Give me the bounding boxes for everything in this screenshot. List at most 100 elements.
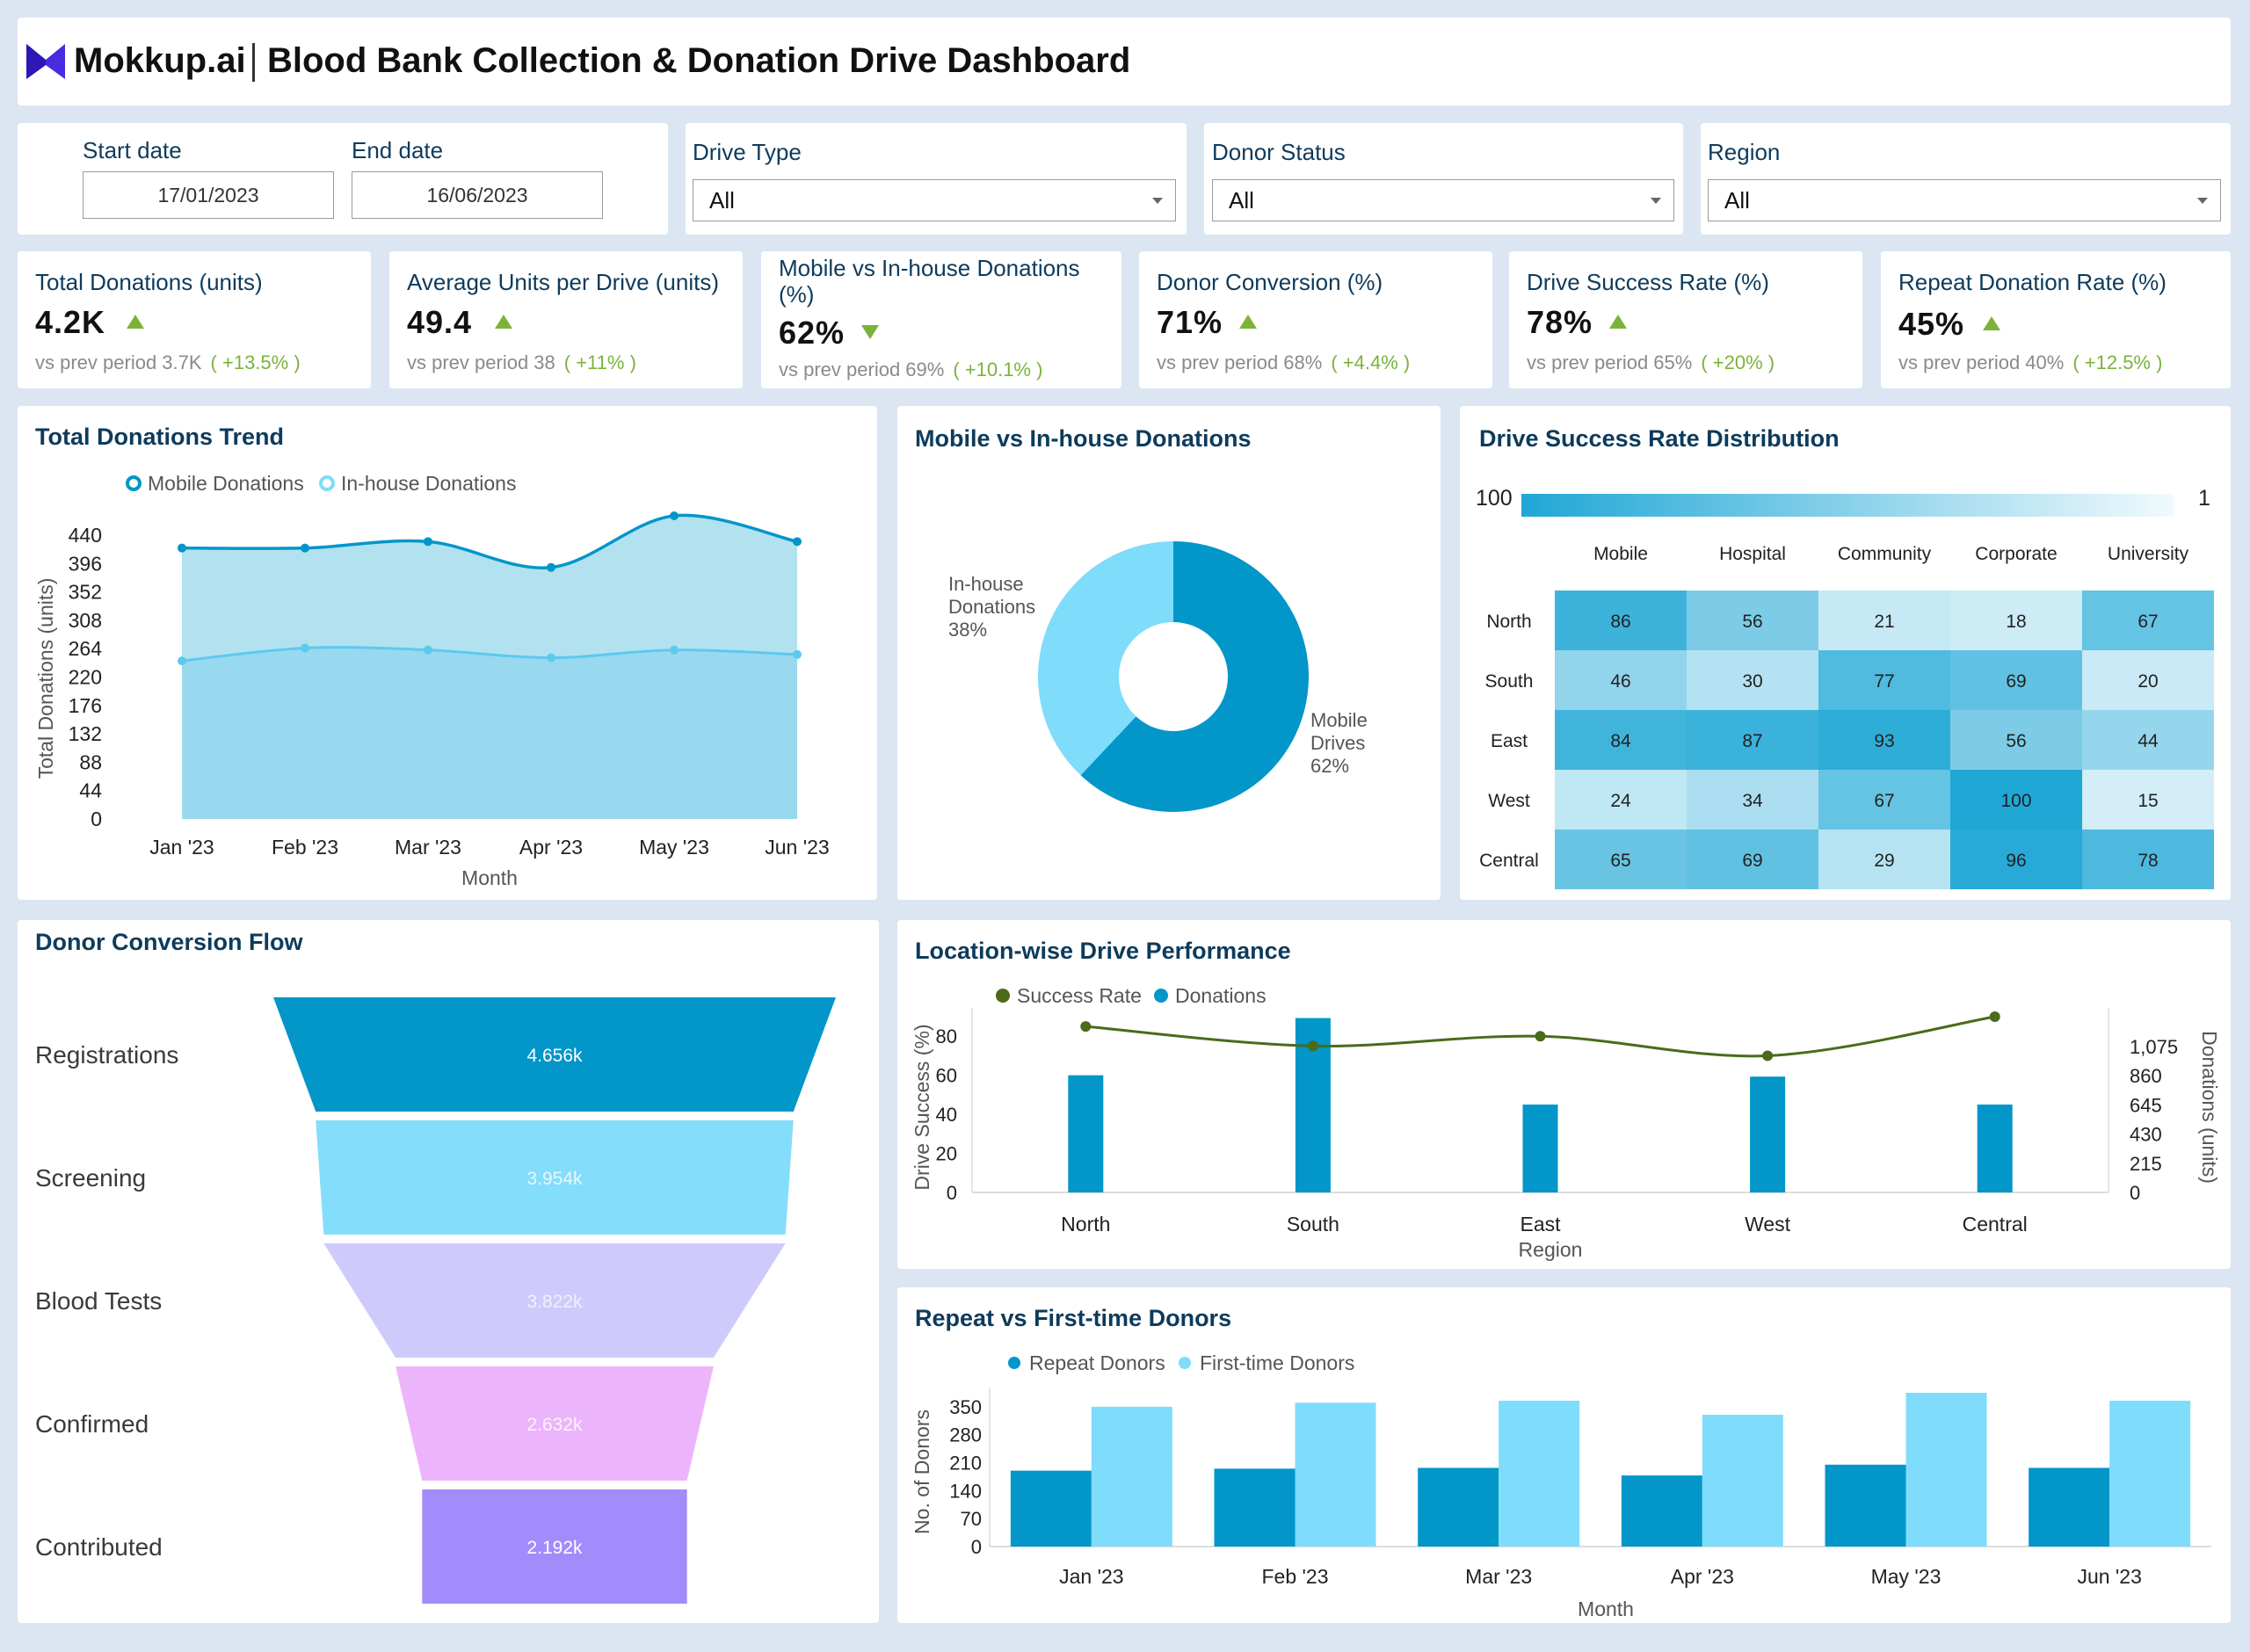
- kpi-change: ( +4.4% ): [1331, 351, 1411, 373]
- heatmap-cell: [1555, 650, 1687, 710]
- heatmap-cell: [2082, 650, 2214, 710]
- kpi-drive-success-rate: Drive Success Rate (%) 78% vs prev perio…: [1509, 251, 1862, 388]
- heatmap-card: Drive Success Rate Distribution 100 1 Mo…: [1460, 406, 2231, 900]
- drive-type-dropdown[interactable]: All: [693, 179, 1176, 221]
- heatmap-cell: [2082, 710, 2214, 770]
- heatmap-cell: [1950, 650, 2082, 710]
- heatmap-cell-value: 24: [1610, 791, 1631, 811]
- color-scale-bar: [1521, 494, 2174, 517]
- legend-marker-firsttime: [1179, 1357, 1191, 1369]
- mobile-point-3: [547, 562, 555, 572]
- repeat-ylabel: No. of Donors: [911, 1409, 933, 1534]
- repeat-xtick: Feb '23: [1262, 1565, 1329, 1588]
- donut-slice-1: [1038, 541, 1173, 776]
- trend-chart: Mobile Donations In-house Donations 4403…: [34, 472, 830, 889]
- donation-bar: [1522, 1105, 1558, 1192]
- funnel-stage-1: [316, 1120, 794, 1235]
- kpi-label: Average Units per Drive (units): [407, 269, 719, 295]
- repeat-chart: Repeat Donors First-time Donors 350 280 21…: [911, 1351, 2211, 1620]
- kpi-change: ( +10.1% ): [953, 359, 1043, 380]
- location-ytick-left: 60: [936, 1065, 957, 1087]
- legend-label-success: Success Rate: [1017, 984, 1142, 1007]
- region-filter-card: Region All: [1701, 123, 2231, 235]
- firsttime-donor-bar: [1295, 1402, 1376, 1547]
- kpi-repeat-donation-rate: Repeat Donation Rate (%) 45% vs prev per…: [1881, 251, 2231, 388]
- location-ytick-left: 80: [936, 1025, 957, 1047]
- scale-min-label: 1: [2198, 486, 2210, 511]
- heatmap-cell: [1818, 770, 1950, 830]
- heatmap-row-label: West: [1488, 791, 1530, 811]
- heatmap-row-label: North: [1486, 612, 1531, 632]
- header-bar: Mokkup.ai Blood Bank Collection & Donati…: [18, 18, 2231, 105]
- location-xtick: North: [1061, 1213, 1110, 1235]
- repeat-donor-bar: [1825, 1464, 1906, 1547]
- inhouse-point-1: [301, 643, 309, 653]
- repeat-xtick: May '23: [1871, 1565, 1942, 1588]
- donation-bar: [1068, 1075, 1104, 1192]
- location-ytick-right: 860: [2130, 1065, 2162, 1087]
- heatmap-cell-value: 18: [2006, 612, 2026, 632]
- trend-ytick: 44: [79, 779, 102, 802]
- location-xtick: Central: [1963, 1213, 2028, 1235]
- heatmap-cell: [1687, 830, 1818, 889]
- mokkup-logo-icon: [26, 44, 65, 79]
- kpi-value: 49.4: [407, 304, 473, 340]
- funnel-value-label: 3.954k: [526, 1169, 583, 1189]
- success-rate-point: [1307, 1040, 1318, 1052]
- repeat-donor-bar: [1214, 1468, 1296, 1547]
- kpi-change: ( +20% ): [1701, 351, 1775, 373]
- heatmap-cell-value: 21: [1874, 612, 1894, 632]
- donut-title: Mobile vs In-house Donations: [915, 425, 1252, 452]
- trend-ytick: 440: [69, 524, 102, 547]
- mobile-line: [181, 513, 798, 569]
- heatmap-cell-value: 15: [2138, 791, 2158, 811]
- location-xlabel: Region: [1519, 1238, 1583, 1261]
- end-date-input[interactable]: 16/06/2023: [352, 171, 603, 219]
- mobile-point-2: [424, 537, 432, 547]
- location-chart: Success Rate Donations 80 60 40 20 0 1,075 86…: [911, 984, 2221, 1261]
- kpi-prev: vs prev period 38( +11% ): [407, 351, 636, 373]
- kpi-label: Repeat Donation Rate (%): [1898, 269, 2167, 295]
- region-dropdown[interactable]: All: [1708, 179, 2221, 221]
- funnel-value-label: 2.192k: [526, 1538, 583, 1558]
- heatmap-cell-value: 34: [1742, 791, 1763, 811]
- repeat-ytick: 350: [949, 1396, 982, 1418]
- heatmap-cell-value: 86: [1610, 612, 1630, 632]
- start-date-input[interactable]: 17/01/2023: [83, 171, 334, 219]
- heatmap-cell: [1818, 710, 1950, 770]
- heatmap-cell-value: 29: [1874, 851, 1894, 871]
- inhouse-line: [181, 646, 798, 663]
- firsttime-donor-bar: [2109, 1401, 2191, 1547]
- donor-status-dropdown[interactable]: All: [1212, 179, 1674, 221]
- heatmap-cell: [1687, 591, 1818, 650]
- drive-type-filter-card: Drive Type All: [686, 123, 1187, 235]
- success-rate-point: [1535, 1031, 1546, 1042]
- mobile-point-4: [670, 511, 679, 520]
- heatmap-title: Drive Success Rate Distribution: [1479, 425, 1840, 452]
- legend-marker-inhouse: [319, 475, 335, 491]
- heatmap-cell: [1687, 650, 1818, 710]
- location-xtick: East: [1520, 1213, 1561, 1235]
- heatmap-cell-value: 65: [1610, 851, 1630, 871]
- heatmap-cell: [2082, 770, 2214, 830]
- heatmap-cell-value: 87: [1742, 731, 1762, 751]
- trend-ytick: 132: [69, 722, 102, 745]
- heatmap-cell-value: 69: [2006, 671, 2026, 692]
- funnel-stage-label: Screening: [35, 1164, 146, 1192]
- location-xtick: West: [1745, 1213, 1791, 1235]
- heatmap-cell-value: 100: [2000, 791, 2031, 811]
- heatmap-col-label: Hospital: [1719, 544, 1786, 564]
- trend-title: Total Donations Trend: [35, 424, 284, 450]
- funnel-title: Donor Conversion Flow: [35, 929, 303, 955]
- heatmap-cell-value: 69: [1742, 851, 1762, 871]
- donut-chart: In-house Donations 38% Mobile Drives 62%: [948, 541, 1368, 812]
- heatmap-cell: [1555, 830, 1687, 889]
- location-ylabel-left: Drive Success (%): [911, 1024, 933, 1190]
- kpi-value: 4.2K: [35, 304, 106, 340]
- location-ytick-right: 1,075: [2130, 1036, 2178, 1058]
- heatmap-chart: 100 1 Mobile Hospital Community Corporate Un…: [1476, 486, 2214, 889]
- trend-ytick: 264: [69, 637, 103, 660]
- kpi-label: Donor Conversion (%): [1157, 269, 1383, 295]
- kpi-prev: vs prev period 40%( +12.5% ): [1898, 351, 2163, 373]
- heatmap-cell-value: 56: [2006, 731, 2026, 751]
